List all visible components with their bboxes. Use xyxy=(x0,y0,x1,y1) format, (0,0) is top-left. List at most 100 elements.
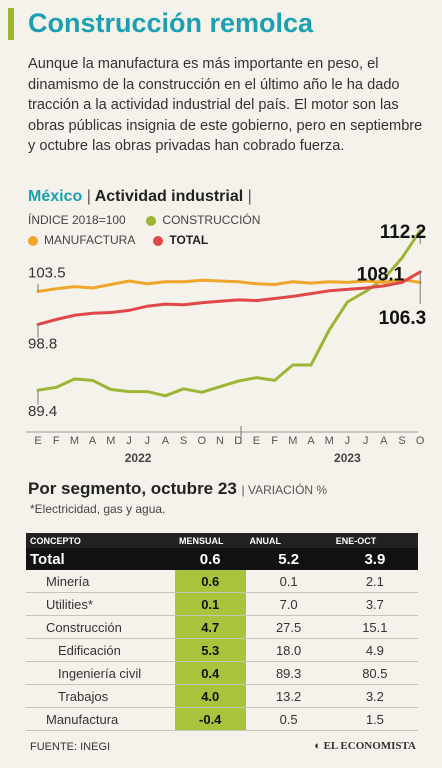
table-row: Minería 0.6 0.1 2.1 xyxy=(26,570,418,593)
x-tick-label: E xyxy=(34,435,41,447)
legend-index: ÍNDICE 2018=100 xyxy=(28,213,126,227)
legend-row-1: ÍNDICE 2018=100 CONSTRUCCIÓN xyxy=(28,213,260,227)
x-tick-label: F xyxy=(271,435,278,447)
x-tick-label: F xyxy=(53,435,60,447)
cell-anual: 0.1 xyxy=(245,570,332,593)
table-row: Trabajos 4.0 13.2 3.2 xyxy=(26,684,418,708)
x-tick-label: O xyxy=(416,435,425,447)
x-tick-label: A xyxy=(162,435,170,447)
cell-anual: 13.2 xyxy=(245,684,332,708)
cell-mensual: 0.6 xyxy=(174,548,246,570)
x-tick-label: M xyxy=(70,435,79,447)
cell-ene-oct: 3.2 xyxy=(331,684,418,708)
x-tick-label: A xyxy=(380,435,388,447)
series-line-total xyxy=(36,270,422,326)
segment-table: CONCEPTO MENSUAL ANUAL ENE-OCT Total 0.6… xyxy=(26,533,418,731)
cell-concepto: Ingeniería civil xyxy=(26,661,175,685)
cell-anual: 5.2 xyxy=(245,548,332,570)
label-total-last: 106.3 xyxy=(379,308,427,329)
legend-manufactura: MANUFACTURA xyxy=(44,233,135,247)
cell-concepto: Trabajos xyxy=(26,684,175,708)
label-construccion-last: 112.2 xyxy=(380,222,427,243)
intro-paragraph: Aunque la manufactura es más importante … xyxy=(28,56,423,155)
chart-heading-country: México xyxy=(28,188,83,205)
segment-title: Por segmento, octubre 23 | VARIACIÓN % xyxy=(28,479,327,499)
year-label: 2023 xyxy=(334,451,361,465)
cell-mensual: 0.6 xyxy=(174,570,246,593)
table-row: Edificación 5.3 18.0 4.9 xyxy=(26,638,418,662)
legend-construccion: CONSTRUCCIÓN xyxy=(162,213,261,227)
cell-anual: 27.5 xyxy=(245,615,332,639)
cell-mensual: 0.1 xyxy=(174,592,246,616)
cell-concepto: Utilities* xyxy=(26,592,175,616)
cell-concepto: Construcción xyxy=(26,615,175,639)
x-tick-label: M xyxy=(288,435,297,447)
table-row: Total 0.6 5.2 3.9 xyxy=(26,548,418,570)
table-row: Ingeniería civil 0.4 89.3 80.5 xyxy=(26,661,418,685)
legend-row-2: MANUFACTURA TOTAL xyxy=(28,233,208,247)
chart-heading-subject: Actividad industrial xyxy=(94,188,244,205)
segment-variation: | VARIACIÓN % xyxy=(241,483,328,497)
header-anual: ANUAL xyxy=(245,533,332,548)
cell-mensual: 4.0 xyxy=(174,684,246,708)
chart-heading-separator: | xyxy=(86,188,91,205)
cell-mensual: -0.4 xyxy=(174,707,246,731)
table-row: Manufactura -0.4 0.5 1.5 xyxy=(26,707,418,731)
cell-ene-oct: 3.7 xyxy=(331,592,418,616)
brand-name: EL ECONOMISTA xyxy=(323,740,416,752)
x-tick-label: A xyxy=(307,435,315,447)
cell-ene-oct: 2.1 xyxy=(331,570,418,593)
table-row: Construcción 4.7 27.5 15.1 xyxy=(26,615,418,639)
legend-manufactura-dot xyxy=(28,235,38,246)
segment-note: *Electricidad, gas y agua. xyxy=(30,502,166,516)
source-note: FUENTE: INEGI xyxy=(30,741,111,753)
cell-ene-oct: 80.5 xyxy=(331,661,418,685)
x-tick-label: N xyxy=(216,435,224,447)
header-concepto: CONCEPTO xyxy=(26,533,175,548)
x-tick-label: J xyxy=(144,435,150,447)
x-tick-label: M xyxy=(325,435,334,447)
cell-concepto: Edificación xyxy=(26,638,175,662)
cell-mensual: 0.4 xyxy=(174,661,246,685)
cell-anual: 89.3 xyxy=(245,661,332,685)
legend-construccion-dot xyxy=(146,215,157,226)
header-ene-oct: ENE-OCT xyxy=(331,533,418,548)
legend-total-dot xyxy=(153,235,164,246)
cell-mensual: 5.3 xyxy=(174,638,246,662)
title-accent-bar xyxy=(8,8,14,40)
x-tick-label: D xyxy=(234,435,242,447)
cell-ene-oct: 1.5 xyxy=(331,707,418,731)
cell-ene-oct: 3.9 xyxy=(331,548,418,570)
cell-ene-oct: 15.1 xyxy=(331,615,418,639)
x-tick-label: J xyxy=(363,435,369,447)
x-tick-label: J xyxy=(345,435,351,447)
page-title: Construcción remolca xyxy=(28,8,314,38)
cell-concepto: Manufactura xyxy=(26,707,175,731)
cell-mensual: 4.7 xyxy=(174,615,246,639)
chart-heading: México | Actividad industrial | xyxy=(28,188,252,206)
brand-mark-icon: ◐ xyxy=(314,740,324,752)
cell-ene-oct: 4.9 xyxy=(331,638,418,662)
x-tick-label: J xyxy=(126,435,132,447)
x-tick-label: O xyxy=(198,435,207,447)
label-total-first: 98.8 xyxy=(28,335,57,352)
x-tick-label: M xyxy=(106,435,115,447)
cell-anual: 0.5 xyxy=(245,707,332,731)
legend-total: TOTAL xyxy=(169,233,209,247)
brand-logo: ◐ EL ECONOMISTA xyxy=(314,740,416,752)
cell-anual: 18.0 xyxy=(245,638,332,662)
table-header-row: CONCEPTO MENSUAL ANUAL ENE-OCT xyxy=(26,533,418,548)
cell-concepto: Total xyxy=(26,548,175,570)
cell-concepto: Minería xyxy=(26,570,175,593)
series-line-construccion xyxy=(36,229,422,398)
table-row: Utilities* 0.1 7.0 3.7 xyxy=(26,592,418,616)
x-tick-label: A xyxy=(89,435,97,447)
cell-anual: 7.0 xyxy=(245,592,332,616)
year-label: 2022 xyxy=(125,451,152,465)
label-construccion-first: 89.4 xyxy=(28,403,57,420)
segment-title-text: Por segmento, octubre 23 xyxy=(28,479,237,498)
header-mensual: MENSUAL xyxy=(174,533,246,548)
x-tick-label: S xyxy=(398,435,405,447)
label-manufactura-first: 103.5 xyxy=(28,265,66,282)
